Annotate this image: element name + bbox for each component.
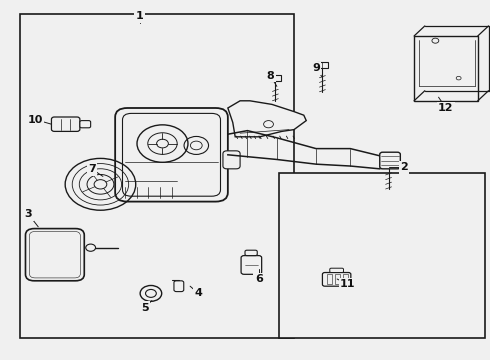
Text: 3: 3 (24, 209, 32, 219)
Bar (317, 62, 328, 68)
FancyBboxPatch shape (245, 250, 257, 256)
Circle shape (140, 285, 162, 301)
Bar (270, 75, 281, 81)
Bar (383, 160, 394, 166)
Text: 7: 7 (88, 164, 96, 174)
Text: 6: 6 (255, 274, 263, 284)
Text: 12: 12 (438, 103, 454, 113)
FancyBboxPatch shape (322, 273, 351, 286)
Text: 8: 8 (267, 71, 274, 81)
Text: 11: 11 (340, 279, 356, 289)
Bar (20, 14, 294, 338)
FancyBboxPatch shape (115, 108, 228, 202)
FancyBboxPatch shape (25, 229, 84, 281)
Text: 4: 4 (195, 288, 202, 298)
FancyBboxPatch shape (174, 281, 184, 292)
Bar (327, 274, 332, 284)
FancyBboxPatch shape (51, 117, 80, 131)
Bar (414, 36, 478, 101)
FancyBboxPatch shape (380, 152, 400, 169)
FancyBboxPatch shape (241, 256, 262, 274)
Bar (279, 173, 485, 338)
FancyBboxPatch shape (330, 268, 343, 273)
Text: 1: 1 (136, 11, 144, 21)
Polygon shape (228, 101, 306, 137)
FancyBboxPatch shape (223, 151, 240, 169)
Circle shape (86, 244, 96, 251)
Bar (335, 274, 340, 284)
Text: 5: 5 (141, 303, 148, 313)
Text: 9: 9 (312, 63, 320, 73)
Text: 10: 10 (27, 114, 43, 125)
Bar (343, 274, 348, 284)
Text: 2: 2 (400, 162, 408, 172)
FancyBboxPatch shape (80, 121, 91, 128)
FancyBboxPatch shape (122, 113, 220, 196)
